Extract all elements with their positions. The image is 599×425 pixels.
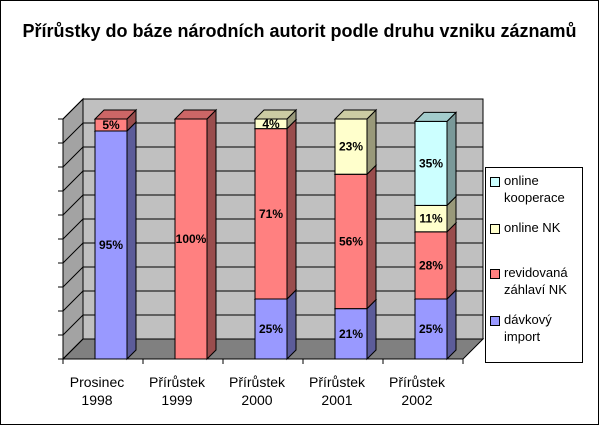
bar-top xyxy=(413,111,458,122)
gridline xyxy=(62,98,483,120)
chart-title: Přírůstky do báze národních autorit podl… xyxy=(22,21,577,41)
data-label: 95% xyxy=(99,238,123,252)
x-tick-label: Prosinec 1998 xyxy=(69,374,125,408)
bar-top xyxy=(173,109,218,120)
legend-swatch xyxy=(490,316,500,326)
data-label: 11% xyxy=(419,212,443,226)
legend-label: dávkový import xyxy=(504,312,552,344)
bar-side xyxy=(446,288,457,361)
data-label: 28% xyxy=(419,258,443,272)
x-tick-label: Přírůstek 2002 xyxy=(388,374,445,408)
legend-label: online kooperace xyxy=(504,173,565,205)
bar-segment xyxy=(414,231,448,300)
bar-segment xyxy=(334,308,368,360)
legend-label: online NK xyxy=(504,220,561,235)
bar-segment xyxy=(414,120,448,206)
bar-segment xyxy=(414,298,448,360)
data-label: 100% xyxy=(176,232,207,246)
legend-swatch xyxy=(490,177,500,187)
data-label: 56% xyxy=(339,234,363,248)
legend: online kooperace online NK revidovaná záhl… xyxy=(485,167,583,363)
bar-top xyxy=(253,109,298,120)
bar-segment xyxy=(254,128,288,300)
data-label: 35% xyxy=(419,156,443,170)
data-label: 25% xyxy=(419,322,443,336)
bar-top xyxy=(93,109,138,120)
data-label: 71% xyxy=(259,207,283,221)
data-label: 21% xyxy=(339,327,363,341)
legend-swatch xyxy=(490,269,500,279)
legend-swatch xyxy=(490,224,500,234)
bar-side xyxy=(366,108,377,176)
bar-side xyxy=(446,221,457,301)
data-label: 5% xyxy=(102,118,120,132)
bar-segment xyxy=(414,204,448,233)
bar-side xyxy=(286,288,297,361)
data-label: 4% xyxy=(262,117,280,131)
x-tick-label: Přírůstek 1999 xyxy=(148,374,205,408)
bar-side xyxy=(286,118,297,301)
legend-label: revidovaná záhlaví NK xyxy=(504,265,568,297)
data-label: 25% xyxy=(259,322,283,336)
bar-side xyxy=(366,163,377,310)
bar-segment xyxy=(334,118,368,175)
bar-segment xyxy=(334,173,368,310)
bar-segment xyxy=(174,118,208,360)
x-tick-label: Přírůstek 2001 xyxy=(308,374,365,408)
x-tick-label: Přírůstek 2000 xyxy=(228,374,285,408)
bar-side xyxy=(126,120,137,361)
data-label: 23% xyxy=(339,140,363,154)
bar-side xyxy=(366,298,377,361)
bar-side xyxy=(206,108,217,361)
bar-top xyxy=(333,109,378,120)
bar-side xyxy=(446,111,457,207)
